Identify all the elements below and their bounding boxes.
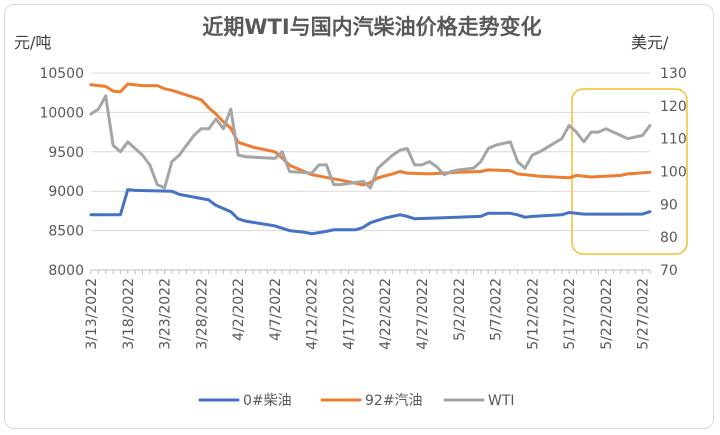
x-tick-label: 5/2/2022 <box>452 278 468 341</box>
right-y-tick-label: 130 <box>660 66 687 82</box>
x-tick-label: 3/23/2022 <box>158 278 174 350</box>
x-tick-label: 3/18/2022 <box>121 278 137 350</box>
x-tick-label: 3/28/2022 <box>194 278 210 350</box>
highlight-box <box>571 88 688 255</box>
x-tick-label: 5/12/2022 <box>525 278 541 350</box>
left-y-tick-label: 10500 <box>39 66 84 82</box>
legend-label: 0#柴油 <box>243 393 292 409</box>
series-lines <box>89 82 652 236</box>
x-tick-label: 3/13/2022 <box>84 278 100 350</box>
right-y-tick-label: 120 <box>660 99 687 115</box>
x-tick-label: 4/17/2022 <box>341 278 357 350</box>
legend-label: 92#汽油 <box>365 393 423 409</box>
x-tick-label: 4/12/2022 <box>305 278 321 350</box>
left-y-tick-label: 9000 <box>48 184 84 200</box>
right-y-tick-label: 90 <box>660 197 678 213</box>
series-line <box>89 94 652 190</box>
grid-lines <box>91 72 650 232</box>
left-y-tick-label: 8000 <box>48 263 84 279</box>
x-tick-label: 4/27/2022 <box>415 278 431 350</box>
series-line <box>89 82 652 187</box>
right-axis-unit: 美元/ <box>631 33 669 52</box>
x-tick-label: 4/7/2022 <box>268 278 284 341</box>
right-y-tick-label: 100 <box>660 165 687 181</box>
x-tick-label: 5/22/2022 <box>599 278 615 350</box>
left-axis-unit: 元/吨 <box>14 33 51 52</box>
right-y-tick-label: 110 <box>660 132 687 148</box>
legend-label: WTI <box>488 393 515 409</box>
legend: 0#柴油 92#汽油 WTI <box>198 393 515 409</box>
x-tick-label: 4/22/2022 <box>378 278 394 350</box>
series-line <box>89 188 652 236</box>
right-y-tick-label: 80 <box>660 230 678 246</box>
x-tick-label: 4/2/2022 <box>231 278 247 341</box>
left-y-tick-label: 8500 <box>48 224 84 240</box>
left-y-tick-label: 9500 <box>48 145 84 161</box>
right-y-tick-label: 70 <box>660 263 678 279</box>
tick-labels: 8000 8500 9000 9500 10000 10500 70 80 90 100 110 12… <box>39 66 686 350</box>
chart-frame <box>4 4 714 429</box>
x-tick-label: 5/7/2022 <box>489 278 505 341</box>
x-tick-label: 5/17/2022 <box>562 278 578 350</box>
chart-title: 近期WTI与国内汽柴油价格走势变化 <box>202 15 541 39</box>
left-y-tick-label: 10000 <box>39 105 84 121</box>
x-tick-label: 5/27/2022 <box>636 278 652 350</box>
axes <box>90 269 651 274</box>
